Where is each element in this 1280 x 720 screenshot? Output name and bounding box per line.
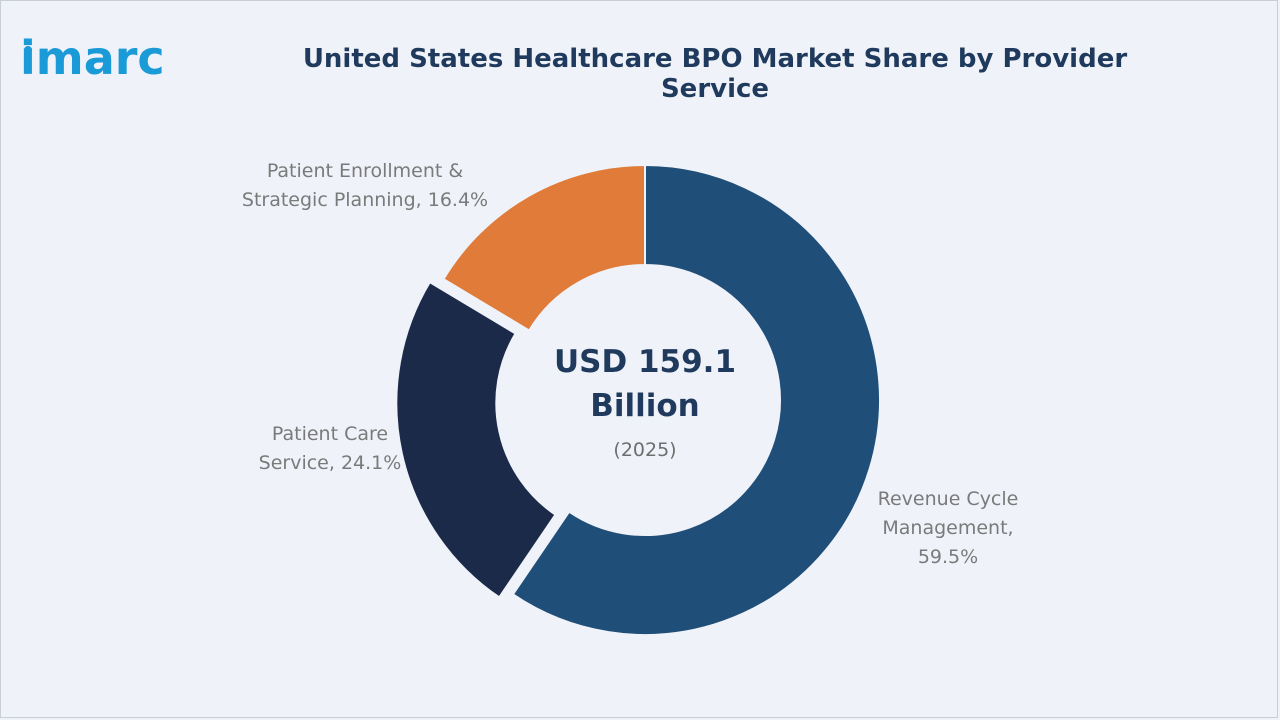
chart-title: United States Healthcare BPO Market Shar… bbox=[302, 44, 1128, 104]
imarc-logo: imarc bbox=[20, 31, 165, 85]
slice-label: Patient Enrollment & Strategic Planning, … bbox=[242, 160, 488, 211]
donut-slice-patient-enrollment-strategic-planning bbox=[442, 163, 646, 332]
logo-text: imarc bbox=[20, 31, 165, 85]
center-value-line1: USD 159.1 bbox=[554, 344, 736, 380]
slice-label: Patient Care Service, 24.1% bbox=[259, 423, 402, 474]
center-value-line2: Billion bbox=[590, 388, 700, 424]
center-year: (2025) bbox=[613, 439, 676, 461]
donut-slice-revenue-cycle-management bbox=[511, 163, 881, 636]
donut-slice-patient-care-service bbox=[395, 280, 557, 599]
slice-label: Revenue Cycle Management, 59.5% bbox=[878, 488, 1019, 568]
